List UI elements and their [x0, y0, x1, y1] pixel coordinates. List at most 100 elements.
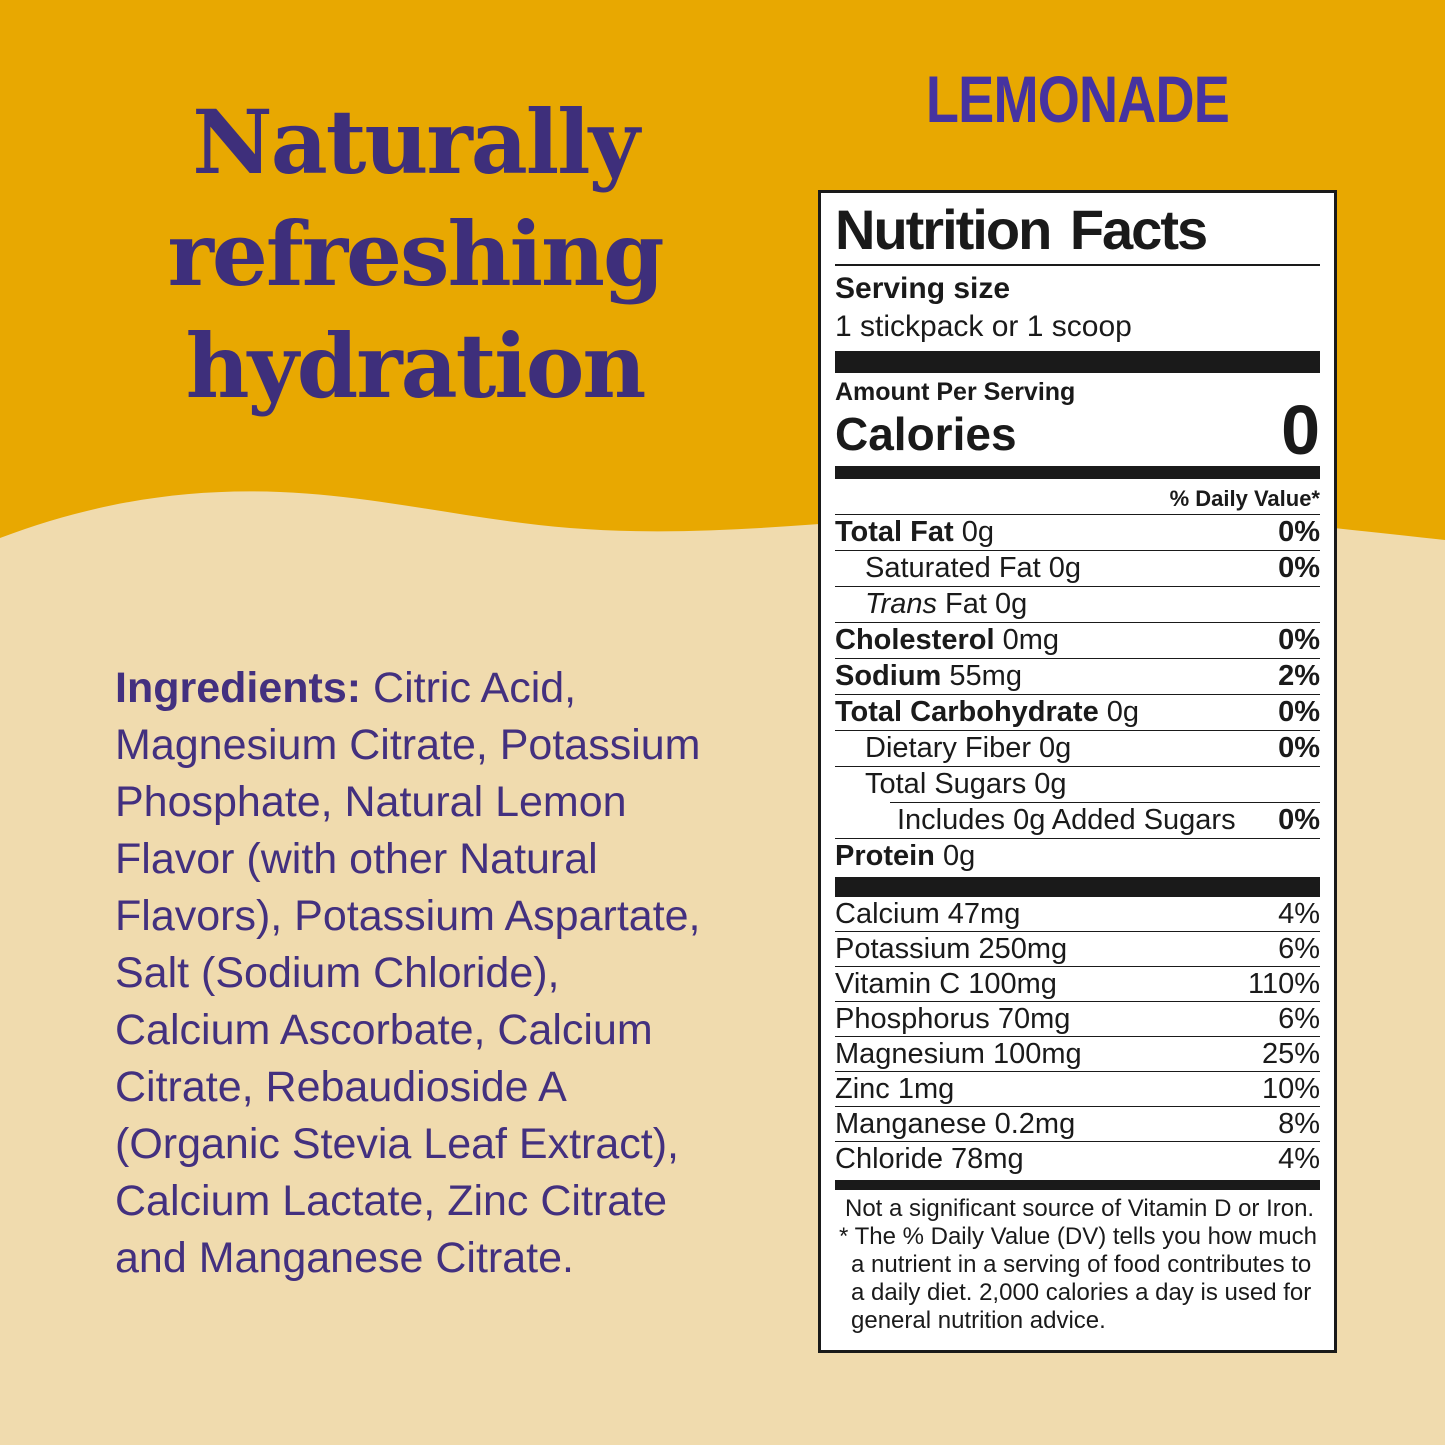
row-divider [835, 1036, 1320, 1037]
divider-bar-thick [835, 351, 1320, 373]
micronutrient-name: Chloride 78mg [835, 1143, 1024, 1175]
divider-bar-medium [835, 466, 1320, 479]
nutrient-row: Trans Fat 0g [835, 587, 1320, 622]
micronutrient-daily-value: 4% [1278, 898, 1320, 930]
nutrient-row: Cholesterol 0mg 0% [835, 623, 1320, 658]
micronutrient-name: Calcium 47mg [835, 898, 1021, 930]
nutrient-name: Includes 0g Added Sugars [897, 804, 1236, 836]
nutrient-row: Dietary Fiber 0g 0% [835, 731, 1320, 766]
nutrient-daily-value: 0% [1278, 516, 1320, 548]
micronutrient-daily-value: 8% [1278, 1108, 1320, 1140]
row-divider [835, 766, 1320, 767]
micronutrient-row: Vitamin C 100mg 110% [835, 967, 1320, 1001]
nutrient-daily-value: 0% [1278, 804, 1320, 836]
ingredient-line: (Organic Stevia Leaf Extract), [115, 1120, 679, 1168]
nutrition-facts-panel: Nutrition Facts Serving size 1 stickpack… [818, 190, 1337, 1353]
micronutrient-row: Magnesium 100mg 25% [835, 1037, 1320, 1071]
nutrient-row: Total Fat 0g 0% [835, 515, 1320, 550]
flavor-title: LEMONADE [925, 62, 1230, 136]
divider-bar-small [835, 1180, 1320, 1190]
micronutrient-name: Manganese 0.2mg [835, 1108, 1076, 1140]
nutrient-name: Total Sugars 0g [865, 768, 1067, 800]
row-divider [835, 730, 1320, 731]
ingredient-line: Flavors), Potassium Aspartate, [115, 892, 701, 940]
headline-line-1: Naturally [192, 90, 639, 194]
row-divider [835, 931, 1320, 932]
nutrient-name: Trans Fat 0g [865, 588, 1028, 620]
source-note: Not a significant source of Vitamin D or… [845, 1195, 1315, 1222]
nutrient-name: Saturated Fat 0g [865, 552, 1082, 584]
nutrient-daily-value: 0% [1278, 552, 1320, 584]
nutrient-row: Total Sugars 0g [835, 767, 1320, 802]
ingredient-line: Salt (Sodium Chloride), [115, 949, 560, 997]
calories-row: Calories 0 [835, 395, 1320, 465]
micronutrient-name: Vitamin C 100mg [835, 968, 1057, 1000]
daily-value-header: % Daily Value* [1169, 486, 1320, 511]
nutrient-daily-value: 0% [1278, 624, 1320, 656]
ingredient-line: Ingredients: Citric Acid, [115, 664, 577, 712]
ingredient-line: Calcium Lactate, Zinc Citrate [115, 1177, 668, 1225]
micronutrient-name: Zinc 1mg [835, 1073, 955, 1105]
row-divider [835, 838, 1320, 839]
micronutrient-row: Zinc 1mg 10% [835, 1072, 1320, 1106]
nutrition-facts-title: Nutrition Facts [835, 198, 1208, 261]
micronutrient-daily-value: 6% [1278, 1003, 1320, 1035]
headline-line-2: refreshing [167, 202, 664, 306]
row-divider [835, 586, 1320, 587]
nutrient-daily-value: 0% [1278, 732, 1320, 764]
micronutrient-name: Potassium 250mg [835, 933, 1068, 965]
divider-bar-thick-2 [835, 877, 1320, 897]
calories-label: Calories [835, 408, 1017, 460]
nutrient-name: Total Carbohydrate 0g [835, 696, 1140, 728]
micronutrient-daily-value: 110% [1247, 968, 1320, 1000]
micronutrient-row: Calcium 47mg 4% [835, 897, 1320, 931]
micronutrient-row: Phosphorus 70mg 6% [835, 1002, 1320, 1036]
nutrient-row: Total Carbohydrate 0g 0% [835, 695, 1320, 730]
amount-per-serving-label: Amount Per Serving [835, 378, 1076, 406]
row-divider [835, 658, 1320, 659]
row-divider [835, 550, 1320, 551]
ingredient-line: Flavor (with other Natural [115, 835, 598, 883]
ingredient-line: Calcium Ascorbate, Calcium [115, 1006, 653, 1054]
headline-line-3: hydration [185, 314, 647, 418]
nutrient-name: Protein 0g [835, 840, 976, 872]
micronutrient-daily-value: 6% [1278, 933, 1320, 965]
micronutrient-row: Manganese 0.2mg 8% [835, 1107, 1320, 1141]
micronutrient-daily-value: 10% [1261, 1073, 1320, 1105]
micronutrient-name: Magnesium 100mg [835, 1038, 1082, 1070]
nutrient-daily-value: 2% [1278, 660, 1320, 692]
ingredient-line: and Manganese Citrate. [115, 1234, 574, 1282]
row-divider [835, 1141, 1320, 1142]
ingredient-line: Magnesium Citrate, Potassium [115, 721, 701, 769]
row-divider [835, 622, 1320, 623]
nutrient-rows: Total Fat 0g 0% Saturated Fat 0g 0% Trans Fa… [835, 514, 1320, 874]
nutrient-row: Saturated Fat 0g 0% [835, 551, 1320, 586]
serving-size-value: 1 stickpack or 1 scoop [835, 310, 1132, 343]
nutrient-row: Includes 0g Added Sugars 0% [835, 803, 1320, 838]
title-rule [835, 264, 1320, 266]
nutrient-name: Sodium 55mg [835, 660, 1022, 692]
ingredients-paragraph: Ingredients: Citric Acid, Magnesium Citra… [115, 660, 795, 1287]
micronutrient-daily-value: 25% [1261, 1038, 1320, 1070]
row-divider [835, 694, 1320, 695]
row-divider [835, 1071, 1320, 1072]
micronutrient-row: Chloride 78mg 4% [835, 1142, 1320, 1176]
row-divider [835, 514, 1320, 515]
nutrient-name: Total Fat 0g [835, 516, 995, 548]
nutrient-daily-value: 0% [1278, 696, 1320, 728]
micronutrient-rows: Calcium 47mg 4% Potassium 250mg 6% Vitamin C… [835, 897, 1320, 1176]
micronutrient-row: Potassium 250mg 6% [835, 932, 1320, 966]
daily-value-footnote: * The % Daily Value (DV) tells you how m… [839, 1223, 1317, 1334]
nutrient-name: Dietary Fiber 0g [865, 732, 1072, 764]
micronutrient-name: Phosphorus 70mg [835, 1003, 1071, 1035]
row-divider [890, 802, 1320, 803]
ingredient-line: Phosphate, Natural Lemon [115, 778, 627, 826]
ingredient-lead-label: Ingredients: [115, 664, 362, 712]
nutrient-row: Protein 0g [835, 839, 1320, 874]
row-divider [835, 1106, 1320, 1107]
nutrient-row: Sodium 55mg 2% [835, 659, 1320, 694]
row-divider [835, 1001, 1320, 1002]
nutrient-name: Cholesterol 0mg [835, 624, 1060, 656]
row-divider [835, 966, 1320, 967]
